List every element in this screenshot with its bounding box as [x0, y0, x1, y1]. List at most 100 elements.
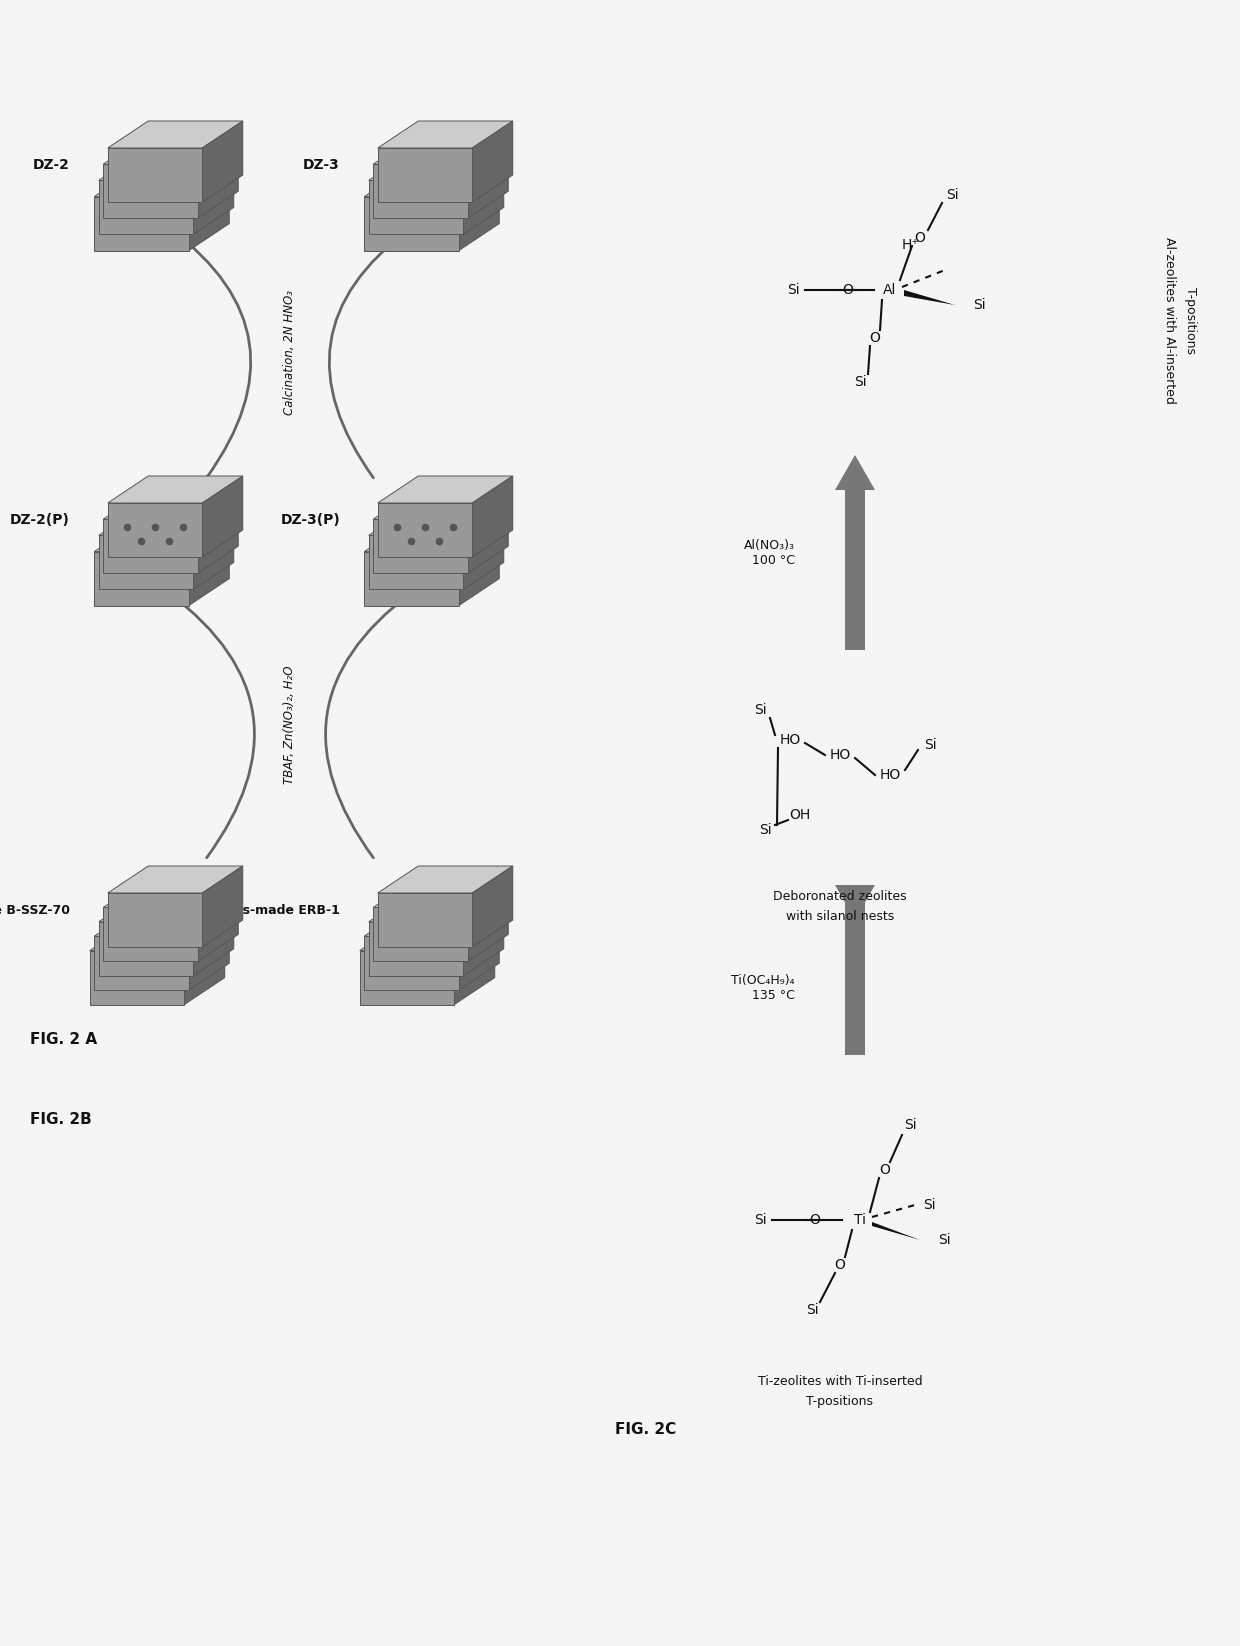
- Polygon shape: [378, 476, 513, 504]
- Polygon shape: [459, 909, 500, 991]
- Polygon shape: [94, 551, 188, 606]
- Polygon shape: [89, 923, 224, 951]
- Polygon shape: [365, 551, 459, 606]
- Polygon shape: [99, 509, 234, 535]
- Text: Ti-zeolites with Ti-inserted: Ti-zeolites with Ti-inserted: [758, 1374, 923, 1388]
- Text: with silanol nests: with silanol nests: [786, 910, 894, 923]
- Polygon shape: [472, 866, 513, 946]
- Polygon shape: [373, 907, 467, 961]
- Polygon shape: [108, 504, 202, 556]
- Polygon shape: [454, 923, 495, 1004]
- Text: Si: Si: [924, 737, 936, 752]
- Polygon shape: [103, 907, 197, 961]
- Polygon shape: [368, 153, 503, 181]
- Polygon shape: [365, 909, 500, 937]
- Polygon shape: [835, 886, 875, 920]
- Polygon shape: [368, 535, 464, 589]
- Text: HO: HO: [830, 747, 851, 762]
- Polygon shape: [368, 922, 464, 976]
- Polygon shape: [378, 866, 513, 894]
- Polygon shape: [464, 153, 503, 234]
- Polygon shape: [108, 866, 243, 894]
- Text: FIG. 2 A: FIG. 2 A: [30, 1032, 97, 1047]
- Polygon shape: [844, 491, 866, 650]
- Text: Si: Si: [853, 375, 867, 388]
- Polygon shape: [472, 476, 513, 556]
- Polygon shape: [94, 170, 229, 196]
- Polygon shape: [373, 518, 467, 573]
- Polygon shape: [185, 923, 224, 1004]
- Polygon shape: [188, 909, 229, 991]
- Polygon shape: [365, 525, 500, 551]
- Polygon shape: [835, 454, 875, 491]
- Polygon shape: [202, 476, 243, 556]
- Text: HO: HO: [780, 732, 801, 747]
- Polygon shape: [365, 196, 459, 250]
- Polygon shape: [188, 525, 229, 606]
- Text: O: O: [915, 230, 925, 245]
- Polygon shape: [99, 895, 234, 922]
- Text: DZ-3: DZ-3: [304, 158, 340, 171]
- Polygon shape: [459, 525, 500, 606]
- Polygon shape: [459, 170, 500, 250]
- Text: Calcination, 2N HNO₃: Calcination, 2N HNO₃: [284, 290, 296, 415]
- Polygon shape: [193, 509, 234, 589]
- Polygon shape: [108, 894, 202, 946]
- Polygon shape: [188, 170, 229, 250]
- Text: Al(NO₃)₃
100 °C: Al(NO₃)₃ 100 °C: [744, 538, 795, 566]
- Polygon shape: [373, 881, 508, 907]
- Polygon shape: [373, 137, 508, 165]
- Polygon shape: [103, 881, 238, 907]
- Text: Si: Si: [806, 1304, 818, 1317]
- Text: As-made ERB-1: As-made ERB-1: [233, 904, 340, 917]
- Polygon shape: [872, 1221, 920, 1239]
- Polygon shape: [193, 895, 234, 976]
- Polygon shape: [89, 951, 185, 1004]
- Text: O: O: [879, 1164, 890, 1177]
- Text: As-made B-SSZ-70: As-made B-SSZ-70: [0, 904, 69, 917]
- Text: FIG. 2B: FIG. 2B: [30, 1113, 92, 1128]
- Polygon shape: [472, 122, 513, 202]
- Text: O: O: [869, 331, 880, 346]
- Text: T-positions: T-positions: [1183, 286, 1197, 354]
- Text: Si: Si: [759, 823, 771, 838]
- Polygon shape: [103, 518, 197, 573]
- Polygon shape: [94, 196, 188, 250]
- Polygon shape: [99, 181, 193, 234]
- Text: TBAF, Zn(NO₃)₂, H₂O: TBAF, Zn(NO₃)₂, H₂O: [284, 665, 296, 783]
- Polygon shape: [197, 137, 238, 219]
- Polygon shape: [193, 153, 234, 234]
- Polygon shape: [103, 165, 197, 219]
- Text: Al: Al: [883, 283, 897, 296]
- Polygon shape: [103, 137, 238, 165]
- Text: O: O: [835, 1258, 846, 1272]
- Polygon shape: [103, 492, 238, 518]
- Text: Si: Si: [973, 298, 986, 313]
- Text: Ti: Ti: [854, 1213, 866, 1226]
- Polygon shape: [94, 909, 229, 937]
- Polygon shape: [464, 509, 503, 589]
- Polygon shape: [99, 922, 193, 976]
- Text: Si: Si: [904, 1118, 916, 1132]
- Text: T-positions: T-positions: [806, 1396, 873, 1407]
- Polygon shape: [378, 122, 513, 148]
- Text: Si: Si: [946, 188, 959, 202]
- Text: DZ-2: DZ-2: [33, 158, 69, 171]
- Polygon shape: [365, 937, 459, 991]
- Polygon shape: [108, 148, 202, 202]
- Text: O: O: [842, 283, 853, 296]
- Polygon shape: [368, 181, 464, 234]
- Polygon shape: [368, 895, 503, 922]
- Polygon shape: [467, 492, 508, 573]
- Text: O: O: [810, 1213, 821, 1226]
- Polygon shape: [197, 881, 238, 961]
- Text: HO: HO: [879, 769, 900, 782]
- Polygon shape: [467, 881, 508, 961]
- Text: FIG. 2C: FIG. 2C: [615, 1422, 676, 1437]
- Text: DZ-3(P): DZ-3(P): [280, 514, 340, 527]
- Text: Si: Si: [754, 1213, 766, 1226]
- Polygon shape: [99, 535, 193, 589]
- Polygon shape: [365, 170, 500, 196]
- Polygon shape: [464, 895, 503, 976]
- Polygon shape: [360, 923, 495, 951]
